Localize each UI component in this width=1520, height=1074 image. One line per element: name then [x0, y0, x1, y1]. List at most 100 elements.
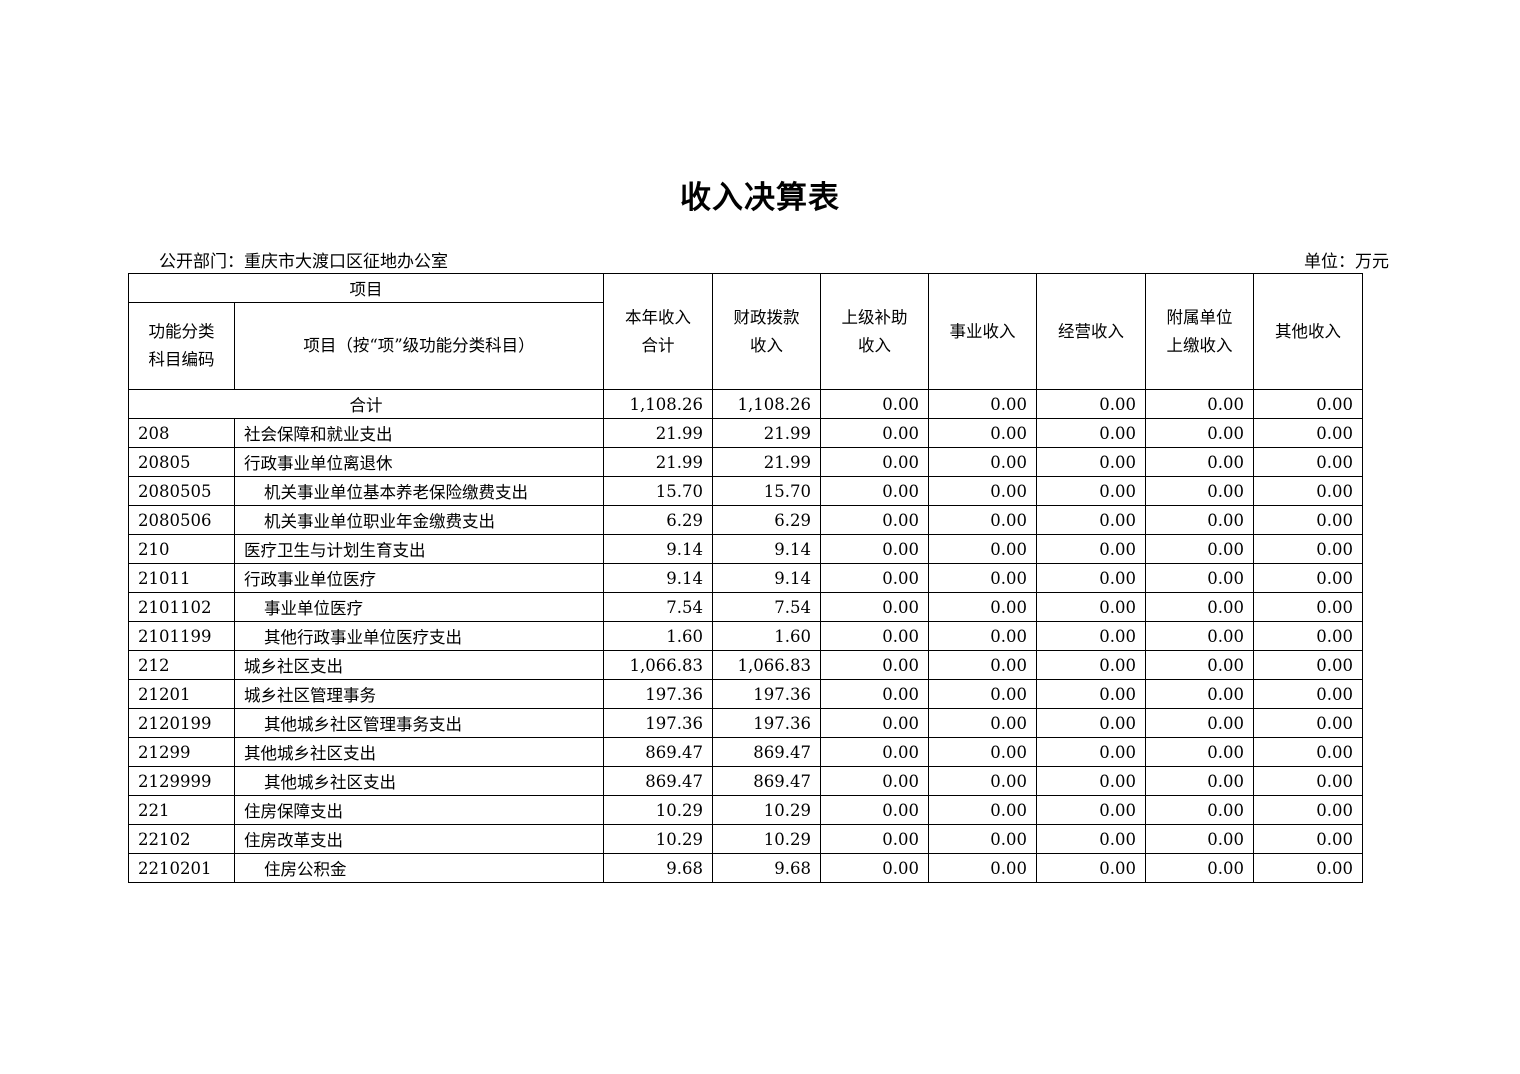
row-value: 0.00: [1253, 650, 1363, 680]
row-name: 其他城乡社区支出: [234, 737, 604, 767]
row-name: 行政事业单位医疗: [234, 563, 604, 593]
row-name: 机关事业单位基本养老保险缴费支出: [234, 476, 604, 506]
row-value: 869.47: [603, 737, 713, 767]
table-row: 2101102 事业单位医疗 7.54 7.54 0.00 0.00 0.00 0.00 0.0…: [128, 592, 1363, 622]
row-value: 0.00: [1036, 650, 1146, 680]
row-value: 0.00: [928, 592, 1037, 622]
row-value: 0.00: [820, 766, 929, 796]
row-value: 0.00: [820, 621, 929, 651]
row-code: 20805: [128, 447, 235, 477]
table-row: 2210201 住房公积金 9.68 9.68 0.00 0.00 0.00 0.00 0.00: [128, 853, 1363, 883]
table-row: 208 社会保障和就业支出 21.99 21.99 0.00 0.00 0.00 0.00 0.…: [128, 418, 1363, 448]
row-value: 0.00: [820, 824, 929, 854]
department-label: 公开部门：重庆市大渡口区征地办公室: [159, 252, 448, 272]
header-col-6: 其他收入: [1253, 273, 1363, 390]
row-value: 0.00: [1253, 795, 1363, 825]
row-value: 197.36: [603, 679, 713, 709]
income-table: 项目 本年收入 合计 财政拨款 收入 上级补助 收入 事业收入 经营收入 附属单位 上缴…: [128, 273, 1363, 883]
row-value: 0.00: [928, 563, 1037, 593]
row-value: 0.00: [820, 418, 929, 448]
table-row: 212 城乡社区支出 1,066.83 1,066.83 0.00 0.00 0.00 0.0…: [128, 650, 1363, 680]
table-row: 221 住房保障支出 10.29 10.29 0.00 0.00 0.00 0.00 0.00: [128, 795, 1363, 825]
row-value: 0.00: [1036, 853, 1146, 883]
row-code: 2080505: [128, 476, 235, 506]
row-value: 0.00: [1145, 795, 1254, 825]
row-value: 1,066.83: [603, 650, 713, 680]
table-row: 21201 城乡社区管理事务 197.36 197.36 0.00 0.00 0.00 0.0…: [128, 679, 1363, 709]
row-value: 0.00: [1253, 824, 1363, 854]
row-value: 9.14: [712, 563, 821, 593]
table-row: 20805 行政事业单位离退休 21.99 21.99 0.00 0.00 0.00 0.00…: [128, 447, 1363, 477]
row-value: 0.00: [1036, 534, 1146, 564]
row-value: 0.00: [1145, 708, 1254, 738]
table-row: 2129999 其他城乡社区支出 869.47 869.47 0.00 0.00 0.00 0…: [128, 766, 1363, 796]
row-value: 0.00: [1145, 418, 1254, 448]
page-title: 收入决算表: [680, 180, 840, 216]
row-value: 9.14: [712, 534, 821, 564]
row-value: 0.00: [1253, 708, 1363, 738]
row-name: 医疗卫生与计划生育支出: [234, 534, 604, 564]
row-value: 9.68: [603, 853, 713, 883]
row-value: 0.00: [1036, 563, 1146, 593]
row-name: 社会保障和就业支出: [234, 418, 604, 448]
row-value: 0.00: [1145, 592, 1254, 622]
row-name: 事业单位医疗: [234, 592, 604, 622]
row-code: 210: [128, 534, 235, 564]
row-name: 住房保障支出: [234, 795, 604, 825]
row-name: 城乡社区支出: [234, 650, 604, 680]
row-value: 0.00: [1253, 505, 1363, 535]
row-value: 0.00: [1145, 534, 1254, 564]
table-row: 210 医疗卫生与计划生育支出 9.14 9.14 0.00 0.00 0.00 0.00 0.…: [128, 534, 1363, 564]
row-value: 1.60: [712, 621, 821, 651]
header-code: 功能分类 科目编码: [128, 302, 235, 390]
row-value: 6.29: [712, 505, 821, 535]
row-value: 0.00: [1253, 853, 1363, 883]
row-name: 住房改革支出: [234, 824, 604, 854]
row-value: 0.00: [820, 592, 929, 622]
row-value: 197.36: [712, 708, 821, 738]
row-value: 10.29: [712, 824, 821, 854]
header-col-5: 附属单位 上缴收入: [1145, 273, 1254, 390]
table-row: 2120199 其他城乡社区管理事务支出 197.36 197.36 0.00 0.00 0…: [128, 708, 1363, 738]
row-name: 机关事业单位职业年金缴费支出: [234, 505, 604, 535]
row-value: 0.00: [1036, 418, 1146, 448]
row-value: 0.00: [1145, 621, 1254, 651]
header-col-0: 本年收入 合计: [603, 273, 713, 390]
row-value: 0.00: [1253, 737, 1363, 767]
row-value: 0.00: [1253, 534, 1363, 564]
row-value: 1.60: [603, 621, 713, 651]
row-value: 0.00: [820, 534, 929, 564]
row-value: 0.00: [1145, 824, 1254, 854]
row-value: 0.00: [1253, 621, 1363, 651]
row-value: 6.29: [603, 505, 713, 535]
total-value: 0.00: [1036, 389, 1146, 419]
row-value: 0.00: [820, 708, 929, 738]
row-value: 0.00: [1253, 476, 1363, 506]
row-value: 0.00: [820, 737, 929, 767]
row-value: 0.00: [1145, 476, 1254, 506]
row-code: 212: [128, 650, 235, 680]
row-value: 0.00: [1036, 795, 1146, 825]
unit-label: 单位：万元: [1304, 252, 1389, 272]
row-value: 0.00: [1145, 679, 1254, 709]
row-name: 其他城乡社区管理事务支出: [234, 708, 604, 738]
row-value: 9.14: [603, 534, 713, 564]
row-value: 0.00: [1145, 563, 1254, 593]
table-row: 2080505 机关事业单位基本养老保险缴费支出 15.70 15.70 0.00 0.0…: [128, 476, 1363, 506]
row-value: 0.00: [928, 650, 1037, 680]
total-value: 0.00: [820, 389, 929, 419]
row-value: 0.00: [820, 650, 929, 680]
table-row: 21011 行政事业单位医疗 9.14 9.14 0.00 0.00 0.00 0.00 0.0…: [128, 563, 1363, 593]
total-value: 0.00: [1253, 389, 1363, 419]
row-value: 0.00: [1145, 505, 1254, 535]
row-value: 21.99: [603, 418, 713, 448]
header-col-2: 上级补助 收入: [820, 273, 929, 390]
row-code: 21201: [128, 679, 235, 709]
row-value: 10.29: [712, 795, 821, 825]
row-code: 21299: [128, 737, 235, 767]
row-value: 0.00: [1145, 853, 1254, 883]
row-value: 0.00: [1036, 476, 1146, 506]
table-row: 2101199 其他行政事业单位医疗支出 1.60 1.60 0.00 0.00 0.00 0…: [128, 621, 1363, 651]
row-value: 869.47: [712, 737, 821, 767]
row-value: 0.00: [1036, 737, 1146, 767]
